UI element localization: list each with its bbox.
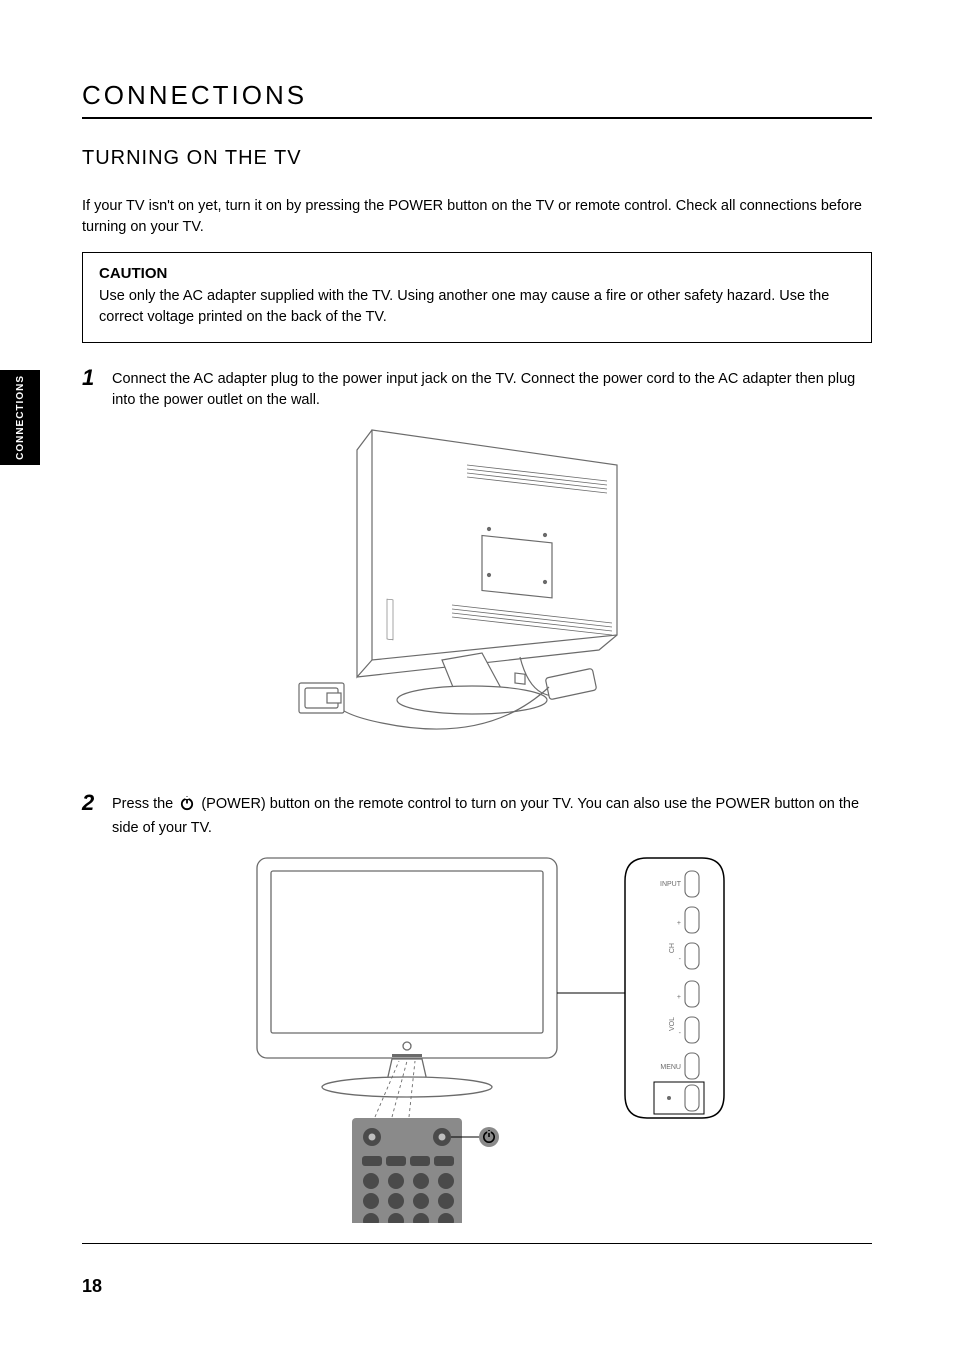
step-1-text: Connect the AC adapter plug to the power… — [112, 363, 872, 411]
page-subtitle: TURNING ON THE TV — [82, 147, 872, 170]
tv-front-remote-diagram: INPUT + - CH + - VOL MENU — [217, 853, 737, 1223]
label-input: INPUT — [660, 881, 682, 888]
tv-power-diagram — [287, 425, 667, 755]
power-icon-inline — [179, 795, 195, 818]
side-tab: CONNECTIONS — [0, 370, 40, 465]
page-number: 18 — [82, 1276, 102, 1297]
step-2-text-b: (POWER) button on the remote control to … — [112, 796, 859, 836]
caution-box: CAUTION Use only the AC adapter supplied… — [82, 252, 872, 343]
step-2-text: Press the (POWER) button on the remote c… — [112, 788, 872, 839]
step-2-number: 2 — [82, 788, 112, 839]
title-rule — [82, 117, 872, 119]
footer-rule — [82, 1243, 872, 1244]
step-2: 2 Press the (POWER) button on the remote… — [82, 788, 872, 839]
step-1-number: 1 — [82, 363, 112, 411]
caution-title: CAUTION — [99, 265, 855, 282]
section-title: CONNECTIONS — [82, 80, 872, 111]
step-1: 1 Connect the AC adapter plug to the pow… — [82, 363, 872, 411]
label-vol: VOL — [669, 1017, 676, 1031]
label-ch-plus: + — [677, 920, 681, 927]
label-ch: CH — [669, 943, 676, 953]
figure-1-power-connection — [82, 425, 872, 760]
label-vol-plus: + — [677, 994, 681, 1001]
intro-text: If your TV isn't on yet, turn it on by p… — [82, 196, 872, 238]
caution-text: Use only the AC adapter supplied with th… — [99, 286, 855, 328]
step-2-text-a: Press the — [112, 796, 177, 812]
figure-2-power-button: INPUT + - CH + - VOL MENU — [82, 853, 872, 1228]
label-menu: MENU — [660, 1064, 681, 1071]
